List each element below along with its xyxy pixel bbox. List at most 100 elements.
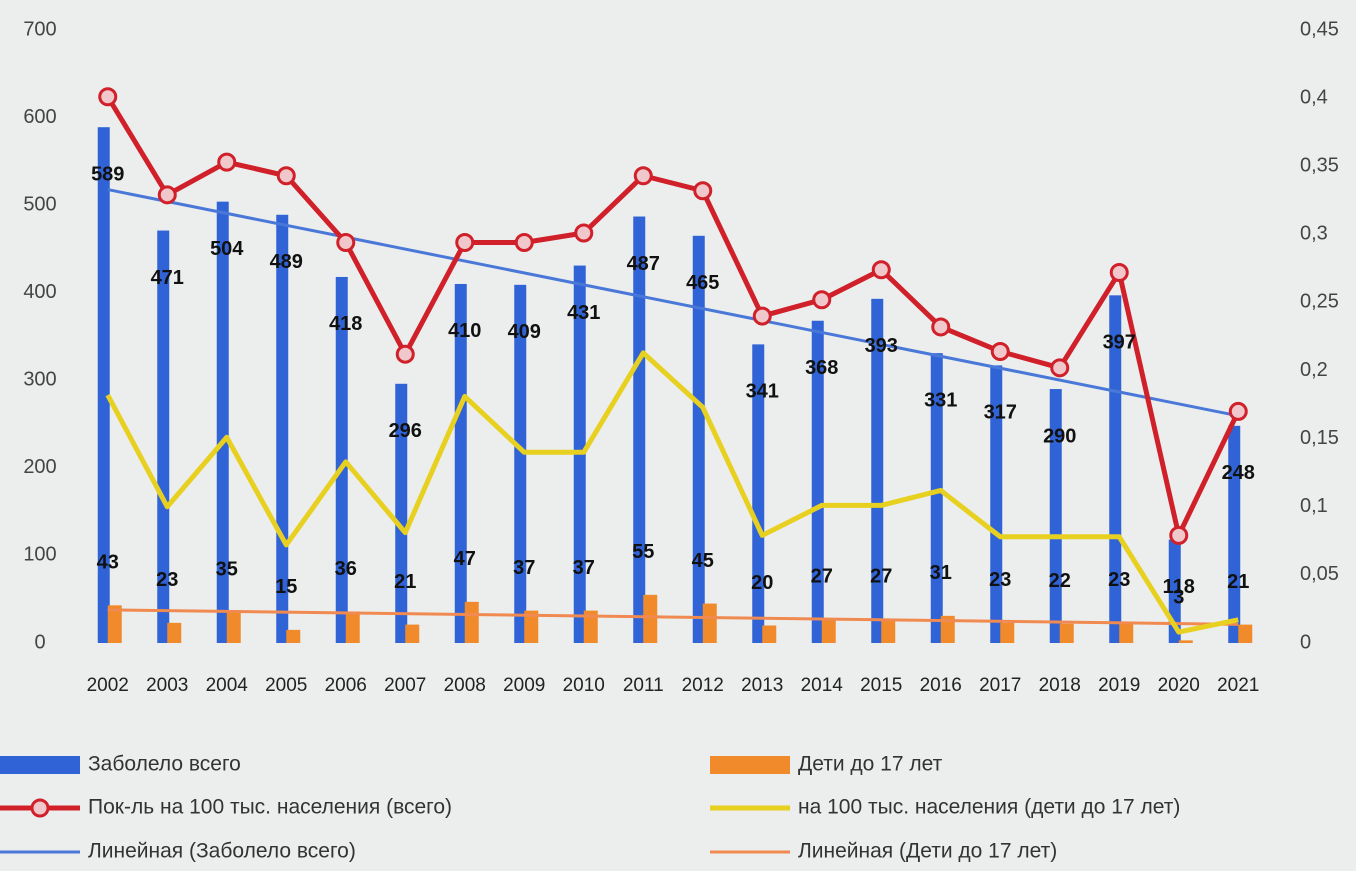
x-tick-label: 2006 [325, 675, 367, 696]
data-label: 21 [1227, 571, 1249, 593]
bar [514, 284, 527, 643]
y2-tick-label: 0 [1300, 631, 1311, 653]
bar [692, 235, 705, 644]
y2-tick-label: 0,3 [1300, 223, 1328, 245]
bar [454, 283, 467, 643]
bar [1228, 425, 1241, 643]
bar [226, 612, 241, 643]
y2-tick-label: 0,25 [1300, 291, 1339, 313]
y2-tick-label: 0,35 [1300, 155, 1339, 177]
marker [871, 260, 891, 280]
marker [1228, 401, 1248, 421]
marker [276, 166, 296, 186]
x-tick-label: 2021 [1217, 675, 1259, 696]
marker [217, 152, 237, 172]
x-tick-label: 2016 [920, 675, 962, 696]
marker [574, 223, 594, 243]
y-tick-label: 600 [23, 106, 56, 128]
data-label: 504 [210, 238, 244, 260]
x-tick-label: 2019 [1098, 675, 1140, 696]
y-tick-label: 700 [23, 18, 56, 40]
bar [1178, 640, 1193, 643]
y-tick-label: 500 [23, 193, 56, 215]
bar [395, 383, 408, 643]
bar [1119, 622, 1134, 643]
bar [1000, 622, 1015, 643]
data-label: 15 [275, 576, 297, 598]
data-label: 35 [216, 559, 238, 581]
legend-label: Пок-ль на 100 тыс. населения (всего) [88, 796, 452, 819]
marker [812, 290, 832, 310]
x-tick-label: 2011 [623, 675, 664, 696]
bar [1238, 624, 1253, 643]
line [105, 350, 1239, 635]
data-label: 118 [1163, 576, 1195, 598]
data-label: 465 [686, 272, 719, 294]
bar [1049, 389, 1062, 643]
marker [693, 181, 713, 201]
marker [1169, 525, 1189, 545]
y2-tick-label: 0,05 [1300, 563, 1339, 585]
legend-swatch [710, 756, 790, 774]
x-tick-label: 2012 [682, 675, 724, 696]
line [105, 95, 1241, 538]
y2-tick-label: 0,2 [1300, 359, 1328, 381]
legend-label: Дети до 17 лет [798, 753, 943, 776]
bar [345, 611, 360, 643]
bar [990, 365, 1003, 643]
legend-label: Заболело всего [88, 753, 241, 776]
data-label: 3 [1173, 587, 1184, 609]
data-label: 290 [1043, 425, 1076, 447]
data-label: 317 [984, 402, 1017, 424]
marker [395, 344, 415, 364]
marker [931, 317, 951, 337]
bar [97, 127, 110, 643]
data-label: 418 [329, 313, 362, 335]
x-tick-label: 2020 [1158, 675, 1200, 696]
data-label: 397 [1103, 332, 1136, 354]
data-label: 23 [156, 569, 178, 591]
x-tick-label: 2002 [87, 675, 129, 696]
y-tick-label: 0 [34, 631, 45, 653]
data-label: 331 [924, 389, 957, 411]
data-label: 31 [930, 562, 952, 584]
legend-swatch [0, 756, 80, 774]
trendline [107, 608, 1239, 626]
data-label: 368 [805, 357, 838, 379]
data-label: 296 [389, 420, 422, 442]
data-label: 55 [632, 541, 654, 563]
data-label: 489 [270, 251, 303, 273]
data-label: 20 [751, 572, 773, 594]
marker [455, 233, 475, 253]
data-label: 409 [508, 321, 541, 343]
marker [990, 341, 1010, 361]
y-tick-label: 200 [23, 456, 56, 478]
data-label: 47 [454, 548, 476, 570]
marker [514, 233, 534, 253]
data-label: 431 [567, 302, 600, 324]
bar [107, 605, 122, 643]
bar [167, 622, 182, 643]
legend-label: Линейная (Заболело всего) [88, 840, 356, 863]
data-label: 341 [746, 381, 779, 403]
data-label: 37 [573, 557, 595, 579]
x-tick-label: 2004 [206, 675, 249, 696]
marker [98, 87, 118, 107]
bar [811, 320, 824, 643]
trendline [107, 188, 1239, 418]
marker [1050, 358, 1070, 378]
data-label: 36 [335, 558, 357, 580]
bar [762, 625, 777, 643]
bar [216, 201, 229, 643]
x-tick-label: 2014 [801, 675, 844, 696]
y2-tick-label: 0,15 [1300, 427, 1339, 449]
x-tick-label: 2010 [563, 675, 605, 696]
bar [335, 276, 348, 643]
data-label: 22 [1049, 570, 1071, 592]
x-tick-label: 2009 [503, 675, 545, 696]
data-label: 43 [97, 552, 119, 574]
x-tick-label: 2005 [265, 675, 307, 696]
data-label: 589 [91, 163, 124, 185]
data-label: 487 [627, 253, 660, 275]
